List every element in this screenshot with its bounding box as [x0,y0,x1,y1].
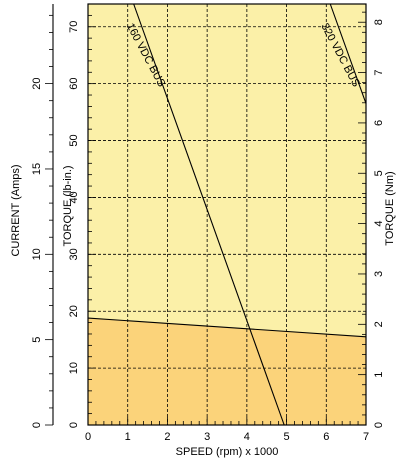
plot-frame [87,3,367,426]
torque-lbin-axis-title: TORQUE (lb-in.) [62,165,74,246]
torque-lbin-tick-label: 50 [68,134,80,146]
current-tick-label: 5 [31,337,43,343]
torque-nm-tick-label: 7 [373,70,385,76]
x-tick-label: 5 [284,431,290,443]
torque-lbin-tick-label: 30 [68,248,80,260]
torque-lbin-tick-label: 70 [68,21,80,33]
current-tick-label: 20 [31,77,43,89]
current-axis-title: CURRENT (Amps) [10,164,22,256]
torque-nm-tick-label: 3 [373,271,385,277]
bus-160-line [133,3,285,426]
torque-nm-tick-label: 1 [373,372,385,378]
x-tick-label: 4 [244,431,250,443]
torque-lbin-tick-label: 40 [68,191,80,203]
torque-lbin-tick-label: 60 [68,78,80,90]
torque-nm-tick-label: 2 [373,321,385,327]
x-axis-title: SPEED (rpm) x 1000 [176,446,279,458]
frame-layer [87,3,367,426]
lines-layer [87,3,367,426]
x-tick-label: 1 [125,431,131,443]
x-tick-label: 2 [164,431,170,443]
bus-320-line [329,3,367,104]
x-tick-label: 0 [85,431,91,443]
x-tick-label: 3 [204,431,210,443]
continuous-boundary-line [87,317,367,338]
torque-nm-axis-title: TORQUE (Nm) [384,171,396,245]
torque-nm-tick-label: 0 [373,422,385,428]
current-tick-label: 10 [31,248,43,260]
torque-lbin-tick-label: 10 [68,362,80,374]
x-tick-label: 7 [363,431,369,443]
torque-nm-tick-label: 4 [373,221,385,227]
torque-nm-tick-label: 6 [373,120,385,126]
current-tick-label: 0 [31,422,43,428]
continuous-region [88,318,366,425]
torque-lbin-tick-label: 20 [68,305,80,317]
current-tick-label: 15 [31,163,43,175]
grid-layer [88,4,366,425]
regions-layer [88,4,366,425]
torque-nm-tick-label: 8 [373,19,385,25]
torque-lbin-tick-label: 0 [68,422,80,428]
x-tick-label: 6 [323,431,329,443]
torque-nm-tick-label: 5 [373,170,385,176]
